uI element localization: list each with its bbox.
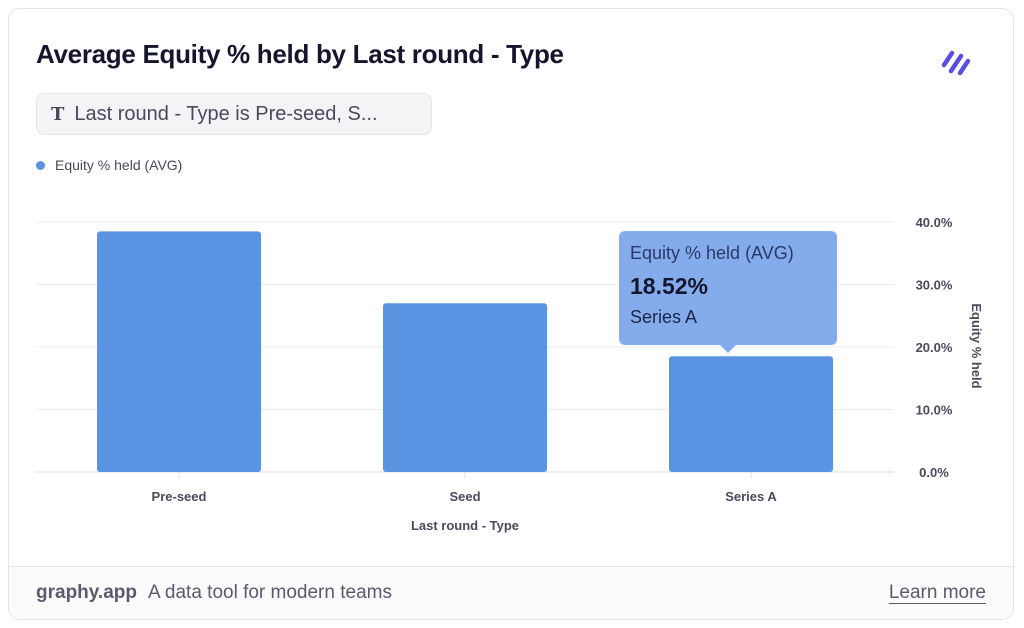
y-tick-label: 20.0% bbox=[916, 340, 953, 355]
y-tick-label: 40.0% bbox=[916, 215, 953, 230]
chart-card: Average Equity % held by Last round - Ty… bbox=[8, 8, 1014, 620]
tooltip-series: Equity % held (AVG) bbox=[630, 243, 794, 263]
chart-title: Average Equity % held by Last round - Ty… bbox=[36, 39, 564, 69]
y-axis-label: Equity % held bbox=[969, 303, 984, 388]
x-tick-label: Series A bbox=[725, 489, 777, 504]
bar-seed[interactable] bbox=[383, 303, 547, 472]
learn-more-link[interactable]: Learn more bbox=[888, 582, 986, 603]
x-tick-label: Seed bbox=[449, 489, 480, 504]
filter-chip[interactable]: T Last round - Type is Pre-seed, S... bbox=[36, 93, 432, 135]
graphy-logo-icon[interactable] bbox=[939, 45, 975, 81]
bars bbox=[97, 231, 833, 472]
footer-tagline: A data tool for modern teams bbox=[148, 582, 392, 603]
legend-dot-icon bbox=[36, 160, 45, 170]
x-axis-label: Last round - Type bbox=[411, 518, 519, 533]
tooltip-category: Series A bbox=[630, 307, 698, 327]
bar-chart: Pre-seed Seed Series A 0.0% 10.0% 20.0% 30.0%… bbox=[36, 215, 984, 533]
text-type-icon: T bbox=[51, 103, 65, 125]
bar-pre-seed[interactable] bbox=[97, 231, 261, 472]
legend-label: Equity % held (AVG) bbox=[55, 157, 183, 173]
y-axis-ticks: 0.0% 10.0% 20.0% 30.0% 40.0% bbox=[916, 215, 953, 480]
bar-series-a[interactable] bbox=[669, 356, 833, 472]
y-tick-label: 0.0% bbox=[919, 465, 949, 480]
y-tick-label: 30.0% bbox=[916, 278, 953, 293]
bar-tooltip: Equity % held (AVG) 18.52% Series A bbox=[619, 231, 837, 353]
chart-legend[interactable]: Equity % held (AVG) bbox=[36, 157, 182, 173]
filter-label: Last round - Type is Pre-seed, S... bbox=[74, 102, 378, 125]
tooltip-value: 18.52% bbox=[630, 273, 709, 299]
footer: graphy.app A data tool for modern teams … bbox=[9, 566, 1013, 619]
x-tick-label: Pre-seed bbox=[152, 489, 207, 504]
footer-brand[interactable]: graphy.app bbox=[36, 582, 137, 603]
y-tick-label: 10.0% bbox=[916, 403, 953, 418]
x-axis-ticks: Pre-seed Seed Series A bbox=[152, 472, 777, 504]
